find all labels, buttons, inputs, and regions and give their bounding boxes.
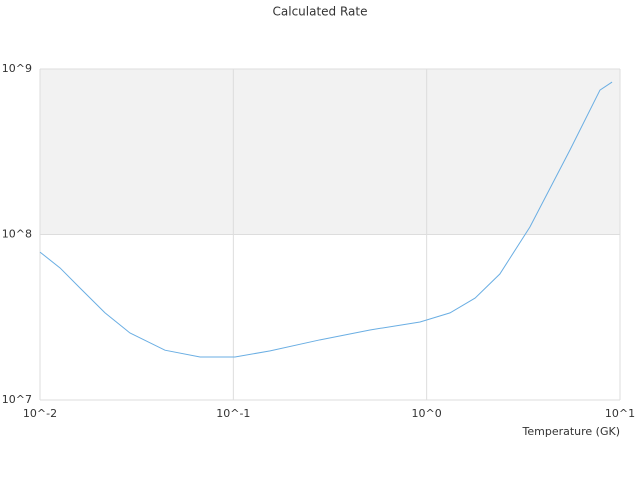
x-tick-label: 10^-1 bbox=[216, 407, 250, 420]
x-tick-label: 10^0 bbox=[412, 407, 442, 420]
x-tick-label: 10^1 bbox=[605, 407, 635, 420]
grid-band bbox=[40, 69, 620, 235]
y-tick-label: 10^8 bbox=[2, 228, 32, 241]
x-axis-title: Temperature (GK) bbox=[522, 425, 621, 438]
x-tick-label: 10^-2 bbox=[23, 407, 57, 420]
y-tick-label: 10^7 bbox=[2, 393, 32, 406]
chart-title: Calculated Rate bbox=[273, 5, 368, 19]
data-line bbox=[39, 81, 613, 358]
y-tick-label: 10^9 bbox=[2, 62, 32, 75]
